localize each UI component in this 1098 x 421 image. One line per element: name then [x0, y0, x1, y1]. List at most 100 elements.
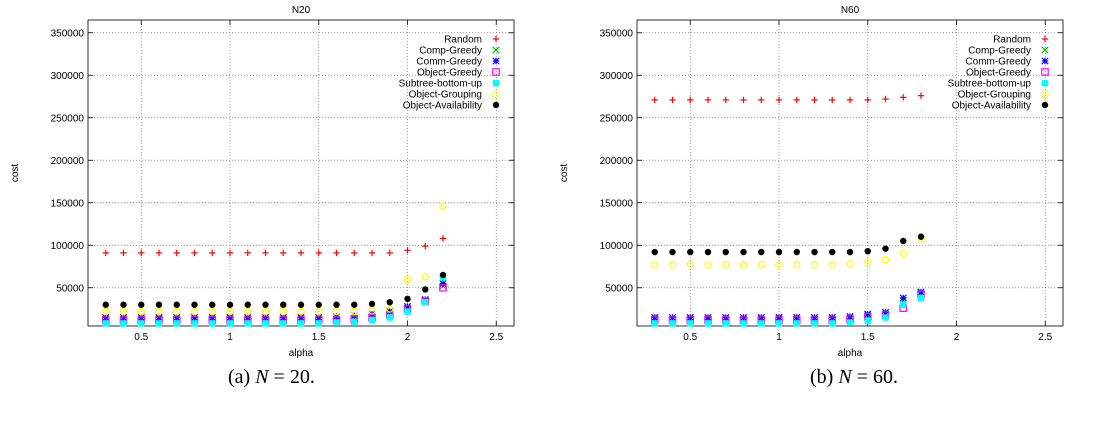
chart-0-ytick-label-1: 100000	[51, 241, 85, 252]
chart-1-point-comm-greedy-5	[739, 313, 748, 322]
chart-0-point-object-grouping-19	[439, 202, 447, 210]
chart-1-point-subtree-bottom-up-1	[669, 320, 676, 327]
chart-0-point-random-2	[138, 249, 145, 257]
chart-1-point-subtree-bottom-up-6	[758, 320, 765, 327]
chart-0-point-random-3	[155, 249, 163, 257]
chart-1-point-subtree-bottom-up-9	[811, 320, 818, 327]
chart-0-point-subtree-bottom-up-15	[368, 316, 376, 324]
chart-1-ytick-label-1: 100000	[600, 241, 634, 252]
chart-1-point-object-grouping-8	[792, 260, 801, 269]
chart-1-point-subtree-bottom-up-14	[900, 301, 907, 308]
chart-n60: N60 0.5 1 1.5 2 2.5 50000 100000 150000 200000 250…	[559, 5, 1064, 359]
chart-0-point-object-grouping-7	[226, 307, 234, 316]
caption-b-math: N	[838, 366, 852, 388]
chart-1-legend-marker-comm-greedy	[1041, 57, 1049, 65]
chart-0-point-subtree-bottom-up-11	[297, 320, 305, 327]
chart-1-point-subtree-bottom-up-7	[775, 320, 783, 327]
chart-1-point-random-8	[793, 96, 800, 104]
chart-1-ylabel: cost	[559, 164, 570, 183]
caption-a-suffix: = 20.	[268, 366, 315, 388]
chart-0-xtick-label-4: 2.5	[489, 332, 503, 343]
chart-0-point-subtree-bottom-up-16	[386, 314, 393, 321]
chart-0-point-random-19	[439, 235, 447, 242]
chart-0-point-random-5	[191, 249, 198, 257]
chart-1-legend-label-object-grouping: Object-Grouping	[958, 90, 1031, 101]
chart-1-point-random-2	[687, 96, 694, 104]
chart-1-point-random-0	[651, 96, 658, 104]
chart-1-point-random-7	[775, 96, 783, 104]
chart-1-point-subtree-bottom-up-4	[722, 320, 729, 327]
chart-0-point-object-greedy-19	[439, 283, 447, 292]
chart-1-legend-label-comp-greedy: Comp-Greedy	[968, 46, 1031, 57]
chart-0-point-object-availability-3	[155, 301, 163, 308]
chart-0-point-subtree-bottom-up-2	[138, 320, 145, 327]
chart-0-point-comm-greedy-2	[137, 313, 145, 322]
chart-1-point-subtree-bottom-up-8	[793, 320, 800, 327]
chart-0-point-subtree-bottom-up-10	[280, 320, 287, 327]
chart-0-legend-marker-object-grouping	[492, 90, 500, 98]
chart-0-point-subtree-bottom-up-5	[191, 320, 198, 327]
chart-1-point-object-grouping-3	[704, 260, 712, 269]
chart-1-legend-marker-subtree-bottom-up	[1041, 79, 1049, 87]
chart-0-point-random-1	[120, 249, 127, 257]
chart-0-legend-label-subtree-bottom-up: Subtree-bottom-up	[399, 79, 483, 90]
chart-1-point-comm-greedy-6	[757, 313, 765, 322]
chart-0-point-comm-greedy-0	[102, 313, 110, 322]
chart-1-point-object-grouping-1	[668, 260, 677, 269]
chart-1-legend-label-comm-greedy: Comm-Greedy	[965, 57, 1031, 68]
chart-1-point-object-grouping-7	[775, 260, 783, 269]
chart-1-point-comm-greedy-0	[651, 313, 659, 322]
chart-1-legend-marker-object-grouping	[1041, 90, 1049, 98]
chart-0-point-random-11	[297, 249, 305, 257]
chart-0-legend-marker-object-availability	[492, 101, 500, 109]
chart-0-ytick-label-0: 50000	[56, 283, 84, 294]
chart-1-legend-label-subtree-bottom-up: Subtree-bottom-up	[948, 79, 1032, 90]
chart-1-point-subtree-bottom-up-10	[829, 320, 836, 327]
chart-1-point-comm-greedy-15	[917, 288, 925, 296]
chart-0-point-subtree-bottom-up-0	[102, 320, 109, 327]
chart-0-point-object-grouping-5	[190, 307, 199, 316]
chart-1-point-random-15	[917, 92, 925, 99]
chart-0-point-random-17	[404, 247, 411, 254]
chart-1-xtick-label-3: 2	[954, 332, 960, 343]
chart-0-point-subtree-bottom-up-12	[315, 320, 322, 327]
chart-0-point-random-16	[386, 249, 393, 257]
chart-0-point-object-availability-1	[120, 301, 127, 308]
chart-0-point-object-availability-17	[404, 295, 411, 302]
chart-0-point-object-grouping-15	[368, 306, 376, 315]
chart-0-point-object-grouping-1	[119, 307, 128, 316]
chart-0-point-random-0	[102, 249, 109, 257]
chart-0-legend-marker-random	[492, 35, 500, 43]
chart-0-point-object-grouping-14	[350, 307, 359, 316]
chart-0-point-object-availability-12	[315, 301, 322, 308]
chart-1-point-object-grouping-9	[810, 260, 819, 269]
chart-0-legend-label-comm-greedy: Comm-Greedy	[416, 57, 482, 68]
chart-1-legend-marker-comp-greedy	[1041, 46, 1049, 54]
chart-0-point-random-18	[422, 242, 429, 250]
chart-0-point-object-grouping-18	[421, 272, 430, 281]
chart-1-legend-marker-object-greedy	[1041, 68, 1049, 76]
chart-1-point-object-grouping-14	[899, 249, 908, 258]
chart-0-ylabel: cost	[10, 164, 21, 183]
chart-0-point-random-9	[262, 249, 269, 257]
chart-0-title: N20	[292, 5, 311, 16]
chart-1-legend-label-random: Random	[993, 35, 1031, 46]
chart-1-point-subtree-bottom-up-3	[704, 320, 712, 327]
chart-0-point-subtree-bottom-up-17	[404, 308, 411, 315]
chart-1-point-object-grouping-2	[686, 260, 695, 269]
chart-0-legend-label-comp-greedy: Comp-Greedy	[419, 46, 482, 57]
chart-1-point-comm-greedy-7	[775, 313, 783, 322]
chart-1-point-subtree-bottom-up-13	[882, 314, 889, 321]
chart-0-point-comm-greedy-19	[439, 279, 447, 288]
chart-0-point-object-availability-0	[102, 301, 109, 308]
chart-0-point-random-13	[333, 249, 340, 257]
chart-0-ytick-label-6: 350000	[51, 28, 85, 39]
chart-1-ytick-label-5: 300000	[600, 71, 634, 82]
caption-b: (b) N = 60.	[810, 366, 898, 389]
chart-0-point-object-availability-5	[191, 301, 198, 308]
chart-1-xtick-label-1: 1	[776, 332, 782, 343]
chart-0-legend-marker-subtree-bottom-up	[492, 79, 500, 87]
chart-0-ytick-label-3: 200000	[51, 156, 85, 167]
chart-0-point-object-availability-8	[244, 301, 251, 308]
